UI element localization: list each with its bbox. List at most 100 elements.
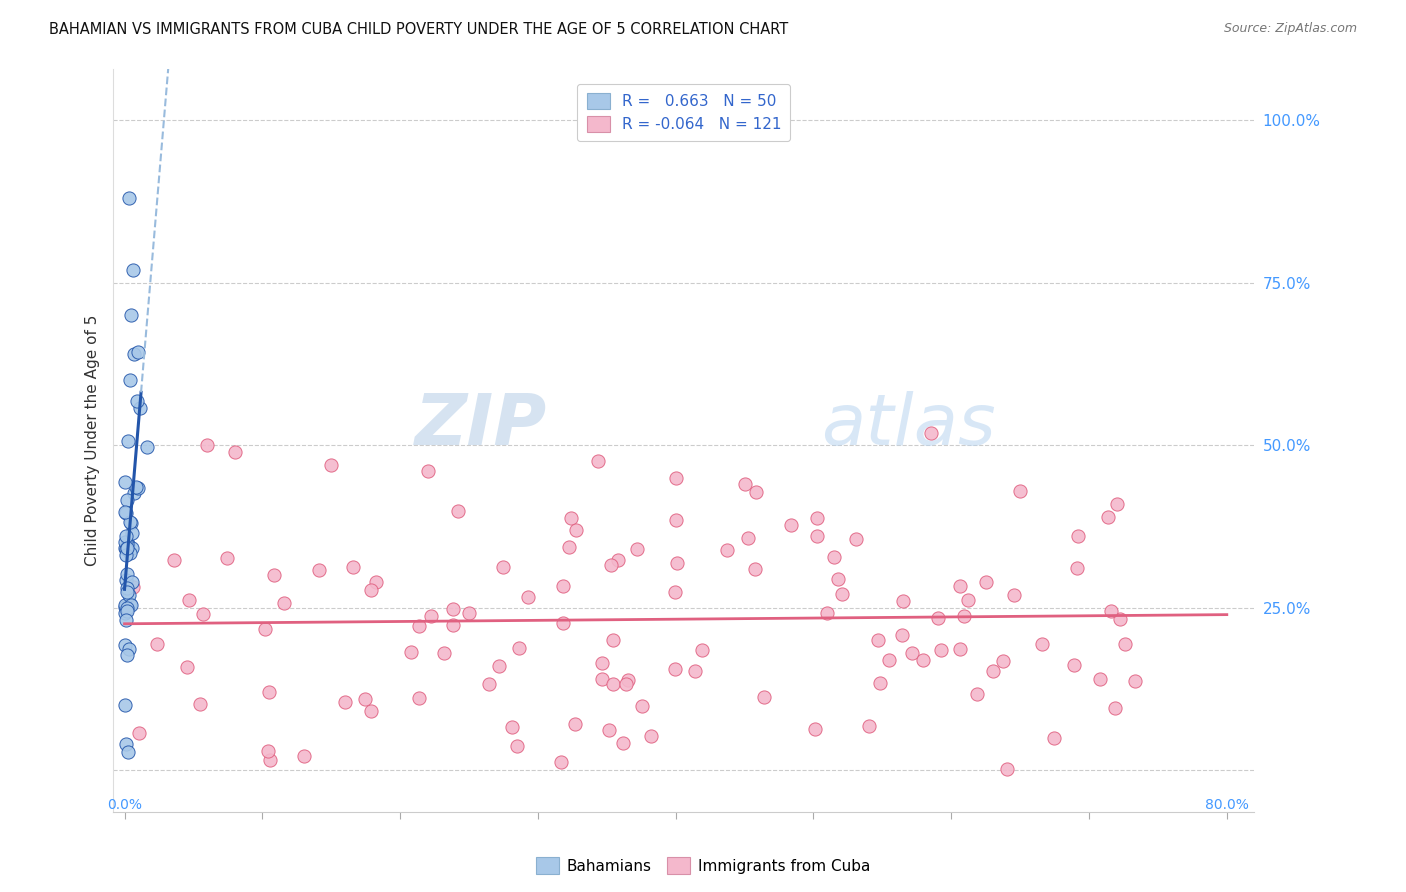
Point [217,550,239,565]
Point [353,692,375,706]
Point [179,592,201,607]
Point [399,645,422,659]
Point [602,676,624,690]
Point [122,580,145,594]
Point [1123,674,1146,689]
Point [592,657,614,671]
Point [911,653,934,667]
Point [995,762,1018,776]
Point [120,598,142,612]
Point [115,648,138,663]
Point [129,401,152,416]
Point [1002,588,1025,602]
Point [135,440,157,454]
Point [115,585,138,599]
Point [118,516,141,530]
Point [508,640,530,655]
Point [117,536,139,550]
Point [360,705,382,719]
Point [806,511,828,525]
Point [121,541,143,556]
Point [1099,604,1122,618]
Point [891,594,914,608]
Point [1031,637,1053,651]
Point [114,541,136,556]
Point [118,546,141,560]
Point [263,567,285,582]
Point [716,542,738,557]
Point [665,470,688,484]
Point [953,609,976,624]
Point [602,632,624,647]
Point [550,756,572,770]
Point [408,619,430,633]
Point [441,602,464,616]
Text: Source: ZipAtlas.com: Source: ZipAtlas.com [1223,22,1357,36]
Point [1105,497,1128,511]
Point [586,454,609,468]
Point [516,590,538,604]
Point [823,549,845,564]
Point [557,540,579,554]
Point [929,643,952,657]
Point [114,505,136,519]
Point [631,698,654,713]
Point [551,616,574,631]
Point [607,552,630,566]
Point [974,574,997,589]
Point [565,523,588,537]
Point [420,609,443,624]
Point [114,475,136,490]
Point [117,642,139,657]
Point [114,639,136,653]
Point [664,662,686,676]
Point [127,481,149,495]
Point [665,556,688,570]
Point [505,739,527,753]
Point [118,373,141,387]
Point [806,528,828,542]
Point [488,658,510,673]
Point [501,720,523,734]
Point [640,729,662,743]
Point [292,748,315,763]
Point [734,477,756,491]
Point [115,601,138,615]
Point [115,541,138,556]
Point [115,737,138,751]
Point [146,637,169,651]
Point [321,458,343,472]
Point [956,593,979,607]
Point [827,572,849,586]
Point [120,308,142,322]
Text: BAHAMIAN VS IMMIGRANTS FROM CUBA CHILD POVERTY UNDER THE AGE OF 5 CORRELATION CH: BAHAMIAN VS IMMIGRANTS FROM CUBA CHILD P… [49,22,789,37]
Text: ZIP: ZIP [415,391,547,460]
Point [195,438,218,452]
Point [665,513,688,527]
Point [599,558,621,572]
Point [780,518,803,533]
Point [188,697,211,711]
Point [966,687,988,701]
Point [551,579,574,593]
Point [744,562,766,576]
Point [308,563,330,577]
Point [901,646,924,660]
Point [127,344,149,359]
Point [690,643,713,657]
Point [256,744,278,758]
Point [253,622,276,636]
Point [441,618,464,632]
Point [115,613,138,627]
Point [1108,612,1130,626]
Point [360,583,382,598]
Point [364,574,387,589]
Point [115,573,138,587]
Point [1010,483,1032,498]
Point [408,690,430,705]
Point [120,597,142,611]
Point [115,604,138,618]
Point [121,574,143,589]
Point [612,736,634,750]
Point [1066,561,1088,575]
